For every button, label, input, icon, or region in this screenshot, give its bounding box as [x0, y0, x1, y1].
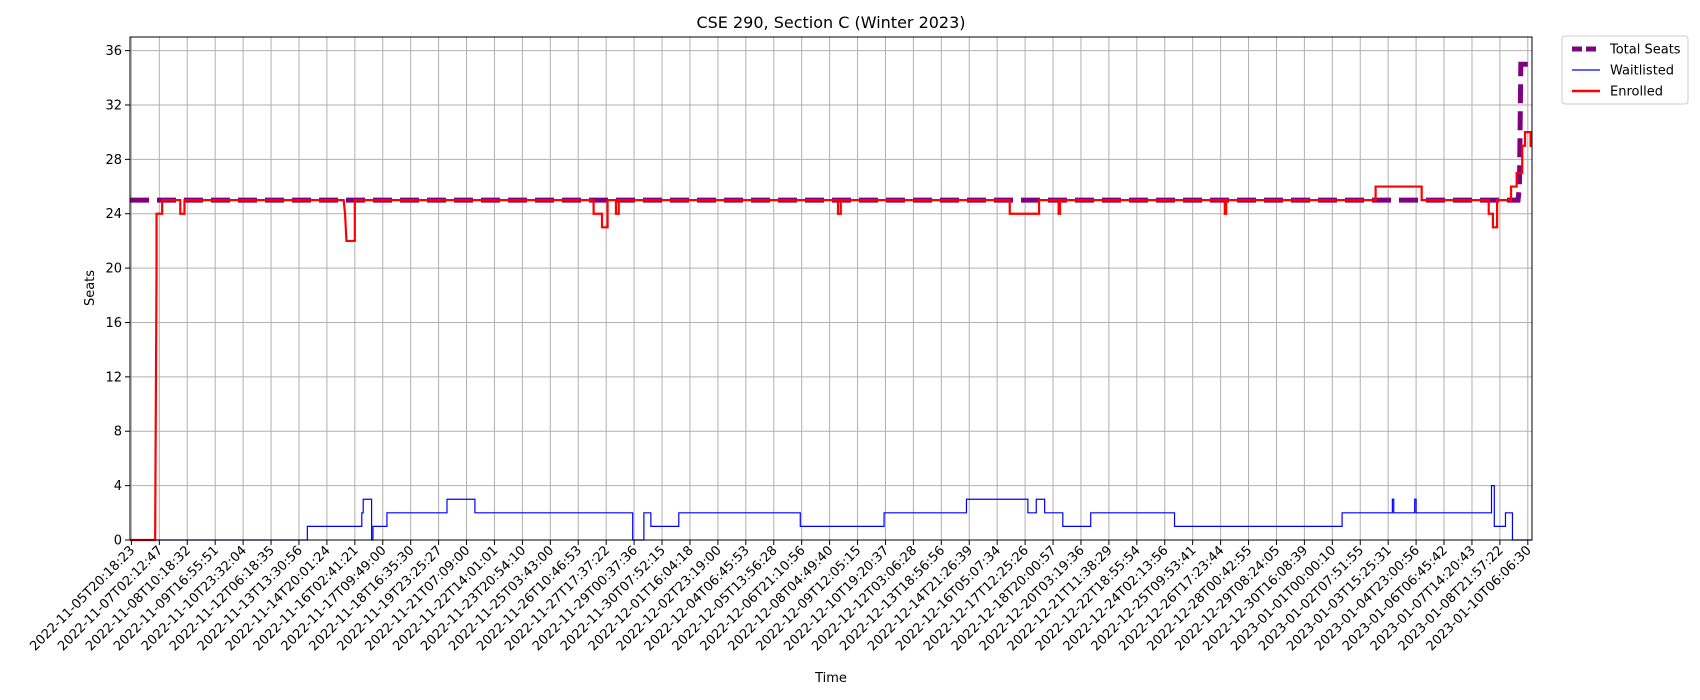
grid [130, 37, 1532, 541]
y-tick-label: 12 [105, 370, 122, 385]
series-line-enrolled [130, 131, 1532, 542]
series-line-total-seats [130, 61, 1532, 203]
y-tick-label: 32 [105, 98, 122, 113]
chart-title: CSE 290, Section C (Winter 2023) [696, 13, 965, 32]
y-axis-ticks: 0 4 8 12 16 20 24 28 32 36 [105, 44, 130, 549]
legend-box [1561, 35, 1689, 105]
y-tick-label: 0 [114, 534, 122, 549]
plot-frame [129, 36, 1533, 541]
y-tick-label: 28 [105, 153, 122, 168]
y-tick-label: 4 [114, 479, 122, 494]
legend-label: Waitlisted [1610, 64, 1674, 79]
y-tick-label: 24 [105, 207, 122, 222]
y-tick-label: 8 [114, 425, 122, 440]
series-lines [130, 61, 1532, 542]
y-tick-label: 16 [105, 316, 122, 331]
legend-label: Total Seats [1609, 43, 1681, 58]
x-axis-ticks: 2022-11-05T20:18:232022-11-07T02:12:4720… [27, 540, 1535, 654]
legend: Total Seats Waitlisted Enrolled [1561, 35, 1689, 105]
legend-label: Enrolled [1610, 85, 1663, 100]
y-axis-title: Seats [83, 270, 98, 306]
y-tick-label: 36 [105, 44, 122, 59]
series-line-waitlisted [130, 485, 1532, 541]
y-tick-label: 20 [105, 262, 122, 277]
x-axis-title: Time [814, 671, 847, 686]
